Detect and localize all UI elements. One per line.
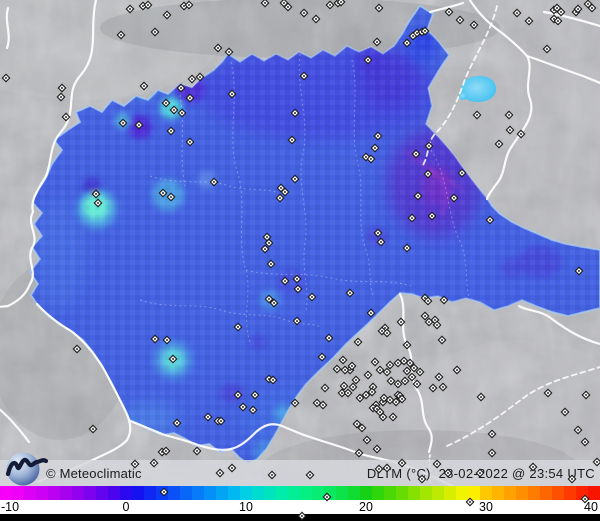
scale-step: [120, 486, 132, 500]
scale-step: [432, 486, 444, 500]
scale-step: [540, 486, 552, 500]
scale-step: [192, 486, 204, 500]
scale-step: [456, 486, 468, 500]
temperature-color-scale: [0, 486, 600, 500]
scale-step: [588, 486, 600, 500]
copyright-label: © Meteoclimatic: [46, 465, 142, 481]
bottom-black-strip: [0, 514, 600, 521]
scale-step: [264, 486, 276, 500]
scale-tick-label: 30: [479, 500, 493, 514]
logo-wave-m-icon: [5, 457, 49, 477]
scale-step: [12, 486, 24, 500]
scale-step: [468, 486, 480, 500]
scale-step: [276, 486, 288, 500]
scale-step: [384, 486, 396, 500]
scale-tick-label: 0: [122, 500, 130, 514]
scale-step: [240, 486, 252, 500]
scale-step: [348, 486, 360, 500]
scale-step: [144, 486, 156, 500]
scale-step: [444, 486, 456, 500]
map-title-label: DLTM (°C) 28-02-2022 @ 23:54 UTC: [366, 465, 595, 481]
scale-step: [216, 486, 228, 500]
scale-step: [504, 486, 516, 500]
scale-step: [336, 486, 348, 500]
scale-step: [36, 486, 48, 500]
scale-step: [0, 486, 12, 500]
scale-step: [180, 486, 192, 500]
scale-step: [552, 486, 564, 500]
scale-tick-labels: -10 0 10 20 30 40: [0, 500, 600, 514]
scale-step: [324, 486, 336, 500]
scale-step: [492, 486, 504, 500]
scale-step: [72, 486, 84, 500]
scale-step: [360, 486, 372, 500]
scale-tick-label: -10: [0, 500, 20, 514]
scale-step: [312, 486, 324, 500]
scale-step: [132, 486, 144, 500]
scale-step: [408, 486, 420, 500]
scale-step: [372, 486, 384, 500]
scale-step: [60, 486, 72, 500]
scale-tick-label: 20: [359, 500, 373, 514]
logo-globe: [6, 452, 40, 486]
meteoclimatic-logo: [5, 452, 49, 486]
scale-step: [48, 486, 60, 500]
scale-step: [576, 486, 588, 500]
scale-step: [288, 486, 300, 500]
scale-step: [300, 486, 312, 500]
scale-tick-label: 40: [584, 500, 598, 514]
scale-tick-label: 10: [239, 500, 253, 514]
scale-step: [204, 486, 216, 500]
scale-step: [228, 486, 240, 500]
scale-step: [564, 486, 576, 500]
scale-step: [252, 486, 264, 500]
scale-step: [84, 486, 96, 500]
info-bar: © Meteoclimatic DLTM (°C) 28-02-2022 @ 2…: [0, 460, 600, 486]
enclave-patch: [459, 76, 496, 102]
scale-step: [96, 486, 108, 500]
scale-step: [420, 486, 432, 500]
scale-step: [156, 486, 168, 500]
scale-step: [396, 486, 408, 500]
scale-step: [528, 486, 540, 500]
scale-step: [168, 486, 180, 500]
scale-step: [24, 486, 36, 500]
scale-step: [480, 486, 492, 500]
scale-step: [108, 486, 120, 500]
terrain-map: [0, 0, 600, 486]
scale-step: [516, 486, 528, 500]
